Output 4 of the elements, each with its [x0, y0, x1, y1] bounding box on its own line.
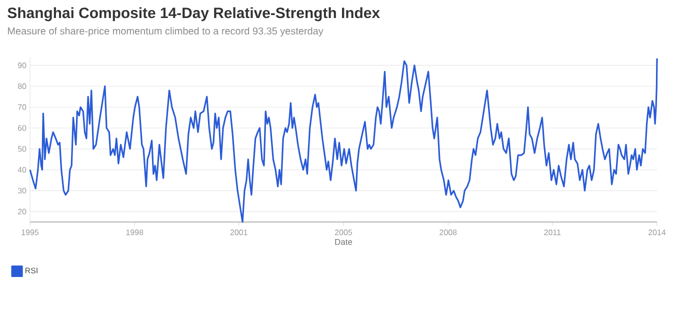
chart-title: Shanghai Composite 14-Day Relative-Strength Index — [8, 7, 380, 22]
line-series — [29, 58, 658, 223]
x-axis-title: Date — [335, 239, 352, 245]
chart-subtitle: Measure of share-price momentum climbed to a record 93.35 yesterday — [8, 27, 324, 36]
